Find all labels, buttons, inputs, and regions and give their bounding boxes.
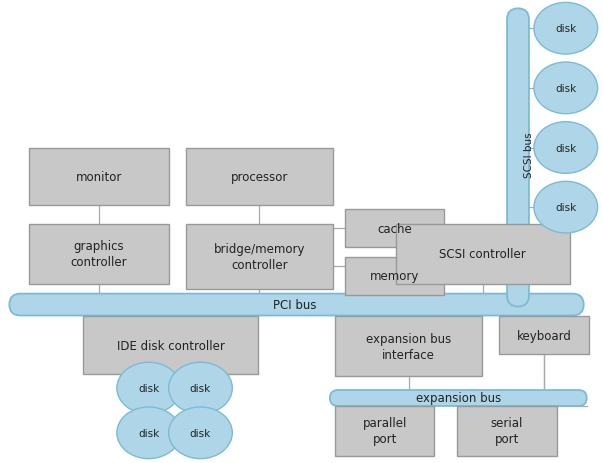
Ellipse shape	[534, 182, 598, 233]
Text: disk: disk	[555, 24, 576, 34]
Text: expansion bus: expansion bus	[415, 392, 501, 405]
Text: SCSI bus: SCSI bus	[524, 132, 534, 178]
Text: PCI bus: PCI bus	[273, 299, 317, 312]
Ellipse shape	[169, 363, 232, 414]
FancyBboxPatch shape	[186, 148, 333, 206]
FancyBboxPatch shape	[330, 390, 587, 406]
FancyBboxPatch shape	[335, 317, 482, 376]
Ellipse shape	[117, 363, 180, 414]
Text: parallel
port: parallel port	[362, 416, 407, 445]
Text: monitor: monitor	[76, 170, 122, 183]
Text: IDE disk controller: IDE disk controller	[116, 339, 224, 352]
FancyBboxPatch shape	[345, 257, 444, 295]
Text: bridge/memory
controller: bridge/memory controller	[213, 242, 305, 271]
FancyBboxPatch shape	[507, 9, 529, 307]
Text: serial
port: serial port	[491, 416, 523, 445]
Ellipse shape	[534, 122, 598, 174]
FancyBboxPatch shape	[345, 210, 444, 247]
Ellipse shape	[169, 407, 232, 459]
Text: memory: memory	[370, 269, 419, 282]
Text: processor: processor	[230, 170, 288, 183]
FancyBboxPatch shape	[30, 148, 169, 206]
Ellipse shape	[117, 407, 180, 459]
Text: disk: disk	[190, 383, 211, 393]
FancyBboxPatch shape	[396, 225, 570, 284]
FancyBboxPatch shape	[335, 406, 434, 456]
Text: graphics
controller: graphics controller	[71, 240, 127, 269]
FancyBboxPatch shape	[83, 317, 258, 374]
Text: cache: cache	[377, 222, 412, 235]
FancyBboxPatch shape	[499, 317, 589, 355]
FancyBboxPatch shape	[186, 225, 333, 289]
FancyBboxPatch shape	[457, 406, 557, 456]
FancyBboxPatch shape	[10, 294, 584, 316]
Text: disk: disk	[138, 383, 159, 393]
Text: SCSI controller: SCSI controller	[440, 248, 526, 261]
Ellipse shape	[534, 3, 598, 55]
Ellipse shape	[534, 63, 598, 114]
Text: disk: disk	[190, 428, 211, 438]
Text: expansion bus
interface: expansion bus interface	[366, 332, 451, 361]
Text: disk: disk	[138, 428, 159, 438]
Text: disk: disk	[555, 203, 576, 213]
FancyBboxPatch shape	[30, 225, 169, 284]
Text: disk: disk	[555, 84, 576, 94]
Text: disk: disk	[555, 143, 576, 153]
Text: keyboard: keyboard	[516, 329, 571, 342]
